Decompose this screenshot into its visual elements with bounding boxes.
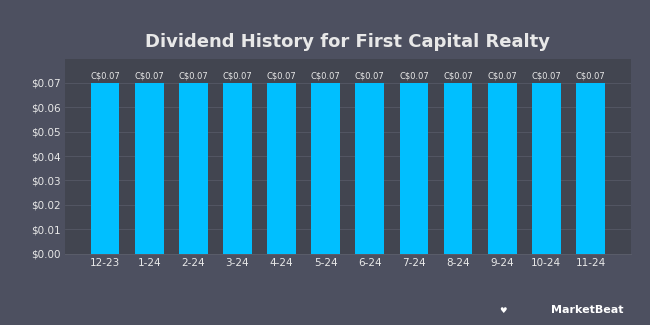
Title: Dividend History for First Capital Realty: Dividend History for First Capital Realt… xyxy=(145,33,551,51)
Text: C$0.07: C$0.07 xyxy=(488,72,517,81)
Text: C$0.07: C$0.07 xyxy=(311,72,341,81)
Text: C$0.07: C$0.07 xyxy=(179,72,208,81)
Bar xyxy=(179,83,207,254)
Text: C$0.07: C$0.07 xyxy=(266,72,296,81)
Bar xyxy=(444,83,473,254)
Text: C$0.07: C$0.07 xyxy=(90,72,120,81)
Bar xyxy=(400,83,428,254)
Bar xyxy=(267,83,296,254)
Text: C$0.07: C$0.07 xyxy=(135,72,164,81)
Text: MarketBeat: MarketBeat xyxy=(551,305,624,315)
Bar xyxy=(488,83,517,254)
Bar xyxy=(135,83,164,254)
Bar xyxy=(576,83,604,254)
Text: C$0.07: C$0.07 xyxy=(399,72,429,81)
Text: C$0.07: C$0.07 xyxy=(576,72,605,81)
Text: C$0.07: C$0.07 xyxy=(532,72,561,81)
Bar xyxy=(223,83,252,254)
Bar xyxy=(356,83,384,254)
Text: C$0.07: C$0.07 xyxy=(222,72,252,81)
Bar xyxy=(91,83,120,254)
Text: C$0.07: C$0.07 xyxy=(443,72,473,81)
Text: ♥: ♥ xyxy=(499,306,507,315)
Text: C$0.07: C$0.07 xyxy=(355,72,385,81)
Bar xyxy=(532,83,561,254)
Bar xyxy=(311,83,340,254)
